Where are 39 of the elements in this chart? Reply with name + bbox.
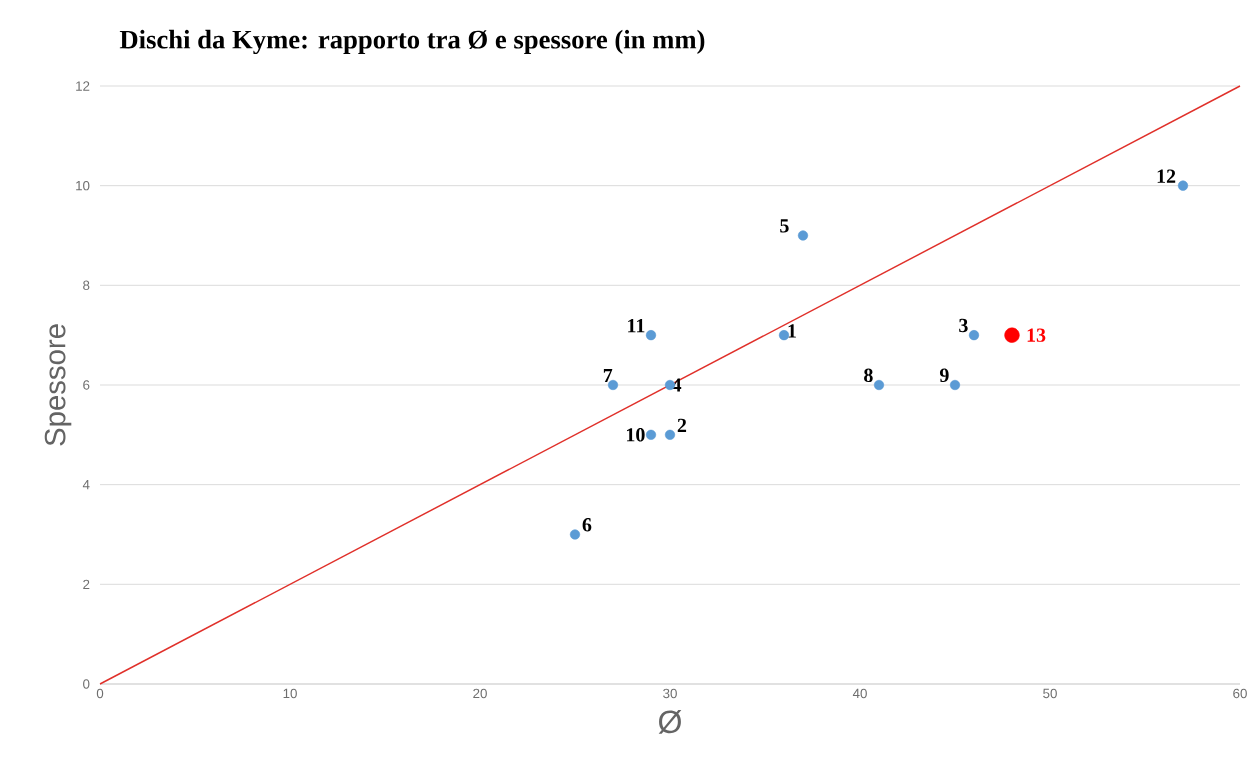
y-tick-label: 10 [76,180,90,191]
annotation: 10 [627,428,645,442]
chart-title: Dischi da Kyme: rapporto tra Ø e spessore (in mm) [119,29,705,55]
annotation: 12 [1157,169,1176,183]
y-tick-label: 2 [83,579,90,589]
x-tick-label: 50 [1043,688,1057,699]
annotation: 5 [780,219,789,233]
point [645,330,657,341]
annotation: 1 [788,324,796,338]
x-axis-title: Ø [658,709,682,734]
x-tick-label: 60 [1233,688,1247,699]
x-tick-label: 20 [473,688,487,699]
x-tick-label: 0 [96,688,104,699]
x-tick-label: 30 [663,688,677,699]
point [949,379,961,391]
point [873,379,885,391]
point [797,230,809,241]
annotation: 11 [628,319,645,333]
annotation: 7 [603,368,613,383]
point [664,429,676,440]
y-tick-label: 12 [76,81,90,91]
y-axis-title: Spessore [44,324,72,446]
annotation: 8 [864,368,873,383]
y-tick-label: 4 [82,480,90,490]
point [968,330,980,341]
series-label: 13 [1027,328,1046,342]
annotation: 6 [582,518,592,532]
annotation: 9 [939,368,949,383]
x-tick-label: 10 [283,688,297,699]
y-tick-label: 0 [83,679,90,689]
x-tick-label: 40 [852,688,867,699]
annotation: 2 [677,418,687,432]
y-tick-label: 8 [83,280,90,291]
point [1177,180,1189,191]
y-tick-label: 6 [83,380,90,390]
point [645,429,657,440]
point [1004,327,1020,343]
annotation: 3 [959,318,968,333]
point [569,529,581,540]
